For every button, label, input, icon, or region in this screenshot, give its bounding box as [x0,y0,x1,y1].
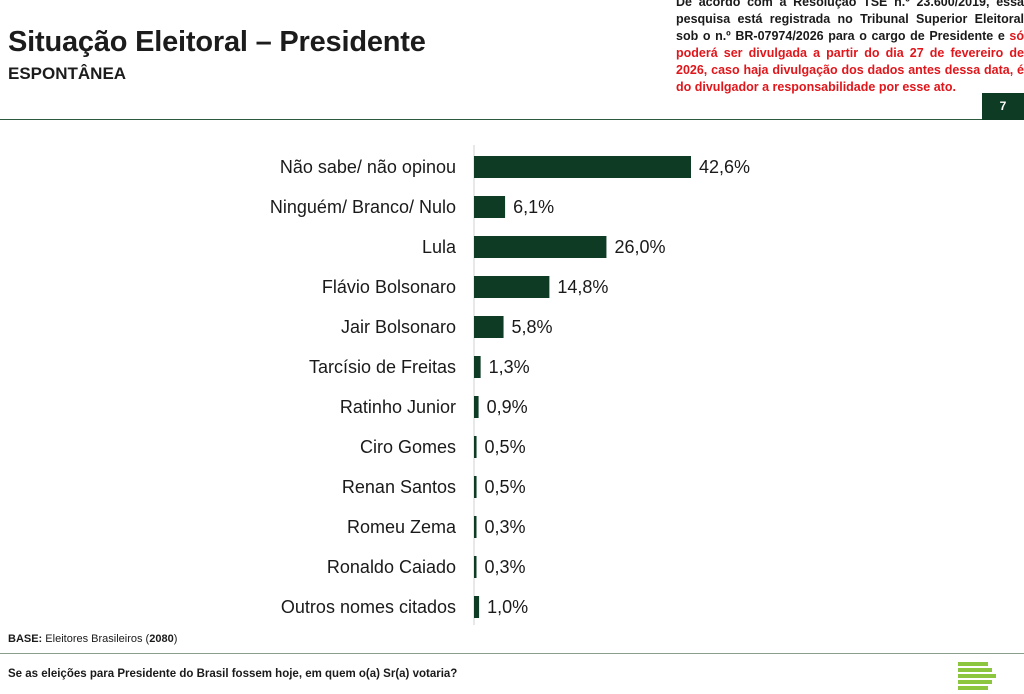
data-label: 5,8% [512,317,553,337]
bar [474,356,481,378]
bar [474,156,691,178]
page-number: 7 [982,93,1024,120]
page-title: Situação Eleitoral – Presidente [8,26,426,58]
page-subtitle: ESPONTÂNEA [8,64,127,83]
data-label: 0,3% [485,557,526,577]
category-label: Ninguém/ Branco/ Nulo [270,197,456,217]
base-note: BASE: Eleitores Brasileiros (2080) [8,633,178,645]
header-divider [0,119,982,120]
bar [474,396,479,418]
category-label: Não sabe/ não opinou [280,157,456,177]
category-label: Ronaldo Caiado [327,557,456,577]
notice-text: essa pesquisa está registrada no Tribuna… [676,0,1024,43]
category-label: Flávio Bolsonaro [322,277,456,297]
institute-logo [958,662,996,690]
bar [474,276,550,298]
notice-warning: só poderá ser divulgada a partir do dia … [676,29,1024,94]
data-label: 0,5% [485,477,526,497]
data-label: 0,9% [487,397,528,417]
bar [474,516,477,538]
data-label: 42,6% [699,157,750,177]
category-label: Ratinho Junior [340,397,456,417]
bar [474,236,607,258]
bar-chart: Não sabe/ não opinou 42,6% Ninguém/ Branco… [270,145,750,625]
category-label: Lula [422,237,457,257]
bar [474,596,480,618]
data-label: 0,3% [485,517,526,537]
category-label: Romeu Zema [347,517,457,537]
bar [474,196,506,218]
footer-divider [0,653,1024,654]
bar [474,476,477,498]
category-label: Ciro Gomes [360,437,456,457]
data-label: 6,1% [513,197,554,217]
notice-line-1: De acordo com a Resolução TSE n.º 23.600… [676,0,990,9]
base-text: Eleitores Brasileiros [45,633,143,645]
data-label: 14,8% [557,277,608,297]
bar [474,556,477,578]
registration-notice: De acordo com a Resolução TSE n.º 23.600… [676,0,1024,96]
category-label: Tarcísio de Freitas [309,357,456,377]
base-count: 2080 [149,633,174,645]
category-label: Renan Santos [342,477,456,497]
category-label: Outros nomes citados [281,597,456,617]
bar [474,316,504,338]
data-label: 0,5% [485,437,526,457]
bar [474,436,477,458]
data-label: 1,0% [487,597,528,617]
survey-question: Se as eleições para Presidente do Brasil… [8,668,458,680]
category-label: Jair Bolsonaro [341,317,456,337]
data-label: 26,0% [614,237,665,257]
base-label: BASE: [8,633,43,645]
data-label: 1,3% [489,357,530,377]
